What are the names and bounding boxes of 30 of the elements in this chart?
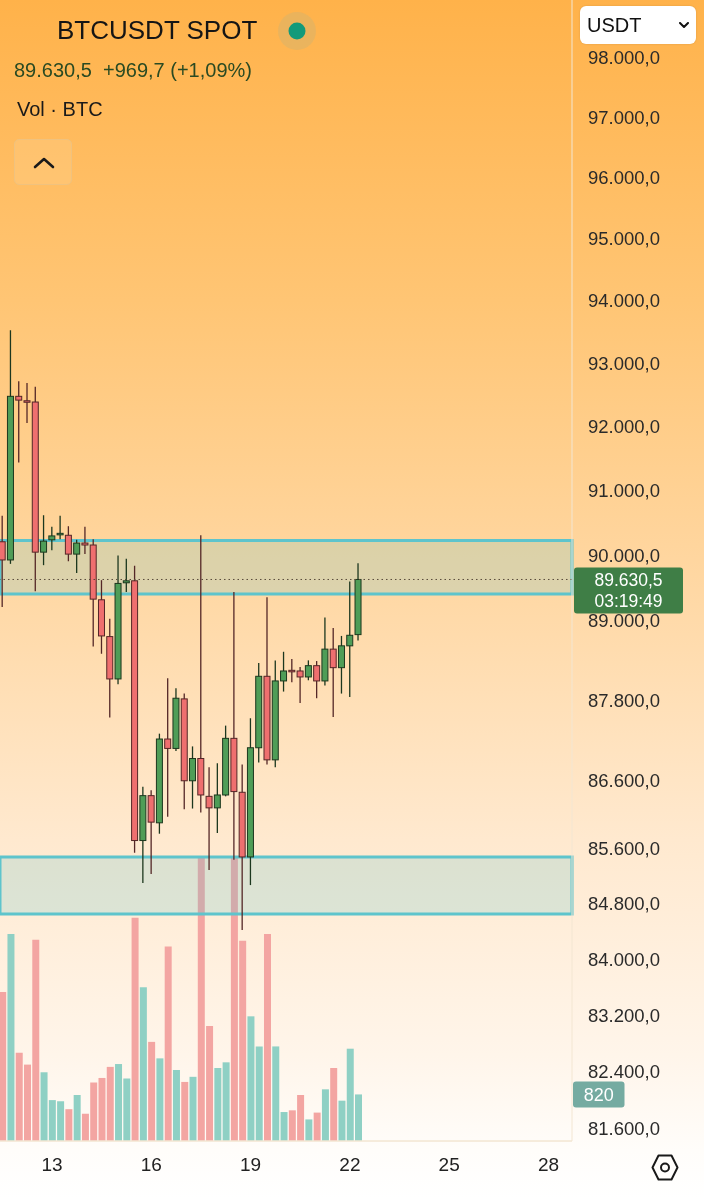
x-tick-label: 28 xyxy=(537,1154,560,1175)
x-tick-label: 19 xyxy=(240,1154,262,1175)
y-tick-label: 92.000,0 xyxy=(588,416,661,438)
x-tick-label: 13 xyxy=(41,1154,63,1175)
select-field: USDT xyxy=(580,6,696,44)
y-tick-label: 81.600,0 xyxy=(588,1118,661,1140)
y-tick-label: 84.000,0 xyxy=(588,948,661,970)
y-tick-label: 97.000,0 xyxy=(588,106,661,128)
y-tick-label: 96.000,0 xyxy=(588,167,661,189)
x-tick-label: 16 xyxy=(140,1154,162,1175)
x-tick-label: 25 xyxy=(438,1154,460,1175)
y-tick-label: 87.800,0 xyxy=(588,689,661,711)
ref-line-label: 89.630,5 03:19:49 xyxy=(594,569,663,611)
text: 89.630,5 +969,7 (+1,09%) xyxy=(14,58,252,83)
x-tick-label: 22 xyxy=(339,1154,361,1175)
y-tick-label: 84.800,0 xyxy=(588,893,661,915)
text: BTCUSDT SPOT xyxy=(57,14,258,47)
y-tick-label: 98.000,0 xyxy=(588,46,661,68)
chart-title: Vol · BTC xyxy=(17,97,103,122)
y-tick-label: 95.000,0 xyxy=(588,228,661,250)
y-tick-label: 82.400,0 xyxy=(588,1061,661,1083)
y-tick-label: 83.200,0 xyxy=(588,1004,661,1026)
y-tick-label: 93.000,0 xyxy=(588,352,661,374)
text: 820 xyxy=(583,1084,614,1105)
y-tick-label: 90.000,0 xyxy=(588,544,661,566)
y-tick-label: 85.600,0 xyxy=(588,838,661,860)
y-tick-label: 89.000,0 xyxy=(588,610,661,632)
y-tick-label: 91.000,0 xyxy=(588,480,661,502)
y-tick-label: 86.600,0 xyxy=(588,770,661,792)
y-tick-label: 94.000,0 xyxy=(588,290,661,312)
